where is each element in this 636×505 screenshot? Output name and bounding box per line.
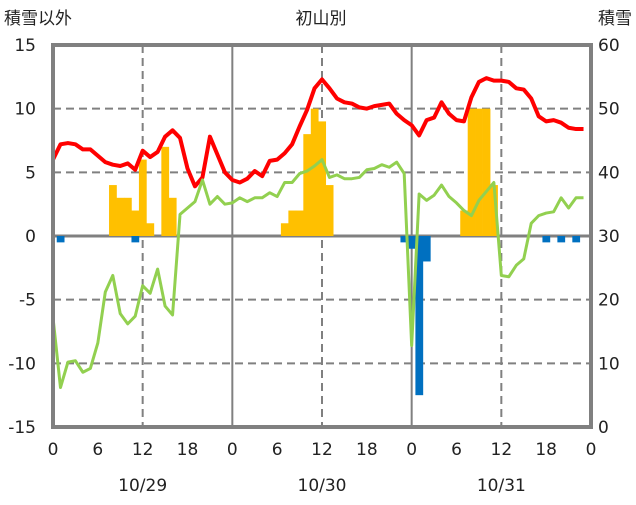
y-tick-label-right: 10 [598,354,620,374]
snowfall-bar [280,223,289,236]
snowfall-bar [295,210,304,236]
snowfall-bar [467,108,476,236]
x-tick-label: 6 [451,440,462,460]
snowfall-bar [482,108,491,236]
snowfall-bar [490,185,498,236]
x-tick-label: 0 [48,440,59,460]
date-label: 10/30 [298,476,347,496]
y-tick-label-right: 30 [598,227,620,247]
x-tick-label: 12 [491,440,513,460]
decrease-bar [415,236,424,396]
x-tick-label: 18 [356,440,378,460]
snowfall-bar [318,121,327,236]
snowfall-bar [109,185,117,236]
snowfall-bar [303,134,312,236]
date-label: 10/31 [477,476,526,496]
snowfall-bar [460,210,469,236]
x-tick-label: 0 [586,440,597,460]
x-tick-label: 12 [132,440,154,460]
snowfall-bar [475,108,483,236]
red-line [51,76,584,189]
y-tick-label-left: 10 [14,100,36,120]
snowfall-bar [168,197,177,236]
y-tick-label-left: 0 [25,227,36,247]
plot-frame [51,43,593,429]
chart-title: 初山別 [296,9,347,29]
snowfall-bar [131,210,140,236]
x-tick-label: 18 [177,440,199,460]
x-tick-label: 12 [311,440,333,460]
y-tick-label-right: 40 [598,163,620,183]
y-tick-label-left: -10 [8,354,36,374]
y-tick-label-left: -15 [8,418,36,438]
y-tick-label-left: 5 [25,163,36,183]
decrease-bar [131,236,140,243]
decrease-bar [542,236,551,243]
decrease-bar [56,236,65,243]
x-tick-label: 18 [535,440,557,460]
x-tick-label: 0 [227,440,238,460]
snowfall-bar [146,223,155,236]
bars [56,108,581,396]
y-tick-label-left: -5 [19,291,36,311]
x-tick-label: 6 [92,440,103,460]
decrease-bar [422,236,431,262]
snowfall-bar [116,197,125,236]
decrease-bar [400,236,409,243]
axis-labels: 積雪以外 初山別 積雪 151050-5-10-1560504030201000… [4,9,632,496]
decrease-bar [557,236,566,243]
right-axis-title: 積雪 [598,9,632,29]
green-line [51,158,584,390]
decrease-bar [407,236,416,249]
snowfall-bar [288,210,297,236]
y-tick-label-right: 20 [598,291,620,311]
plot-border [51,43,593,429]
x-tick-label: 6 [272,440,283,460]
left-axis-title: 積雪以外 [4,9,72,29]
y-tick-label-right: 60 [598,36,620,56]
y-tick-label-left: 15 [14,36,36,56]
snowfall-bar [161,146,170,236]
snowfall-bar [310,108,319,236]
y-tick-label-right: 0 [598,418,609,438]
snowfall-bar [138,159,147,236]
x-tick-label: 0 [406,440,417,460]
snowfall-bar [325,185,334,236]
snowfall-bar [123,197,132,236]
y-tick-label-right: 50 [598,100,620,120]
decrease-bar [572,236,581,243]
date-label: 10/29 [118,476,167,496]
